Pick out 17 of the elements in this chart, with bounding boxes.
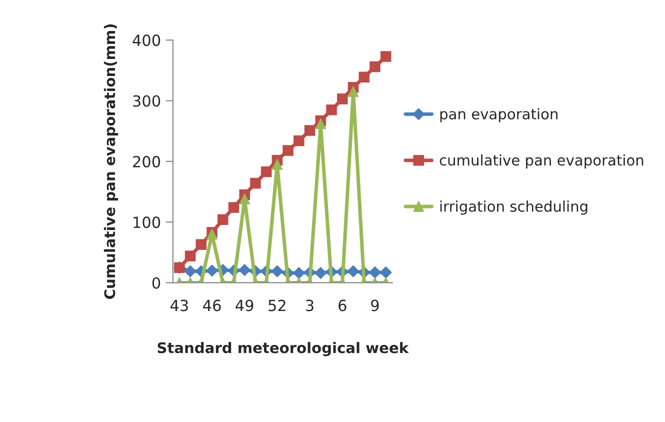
x-tick-label: 3 (306, 300, 314, 312)
y-tick-label: 300 (133, 95, 160, 107)
y-tick-label: 100 (134, 216, 160, 228)
y-tick-label: 400 (132, 34, 160, 46)
x-tick-label: 43 (170, 300, 188, 312)
x-axis-title: Standard meteorological week (158, 342, 409, 356)
x-tick-label: 49 (236, 300, 254, 312)
legend-label: pan evaporation (440, 108, 558, 122)
y-tick-label: 200 (133, 156, 160, 168)
y-axis-title: Cumulative pan evaporation(mm) (104, 24, 118, 299)
x-tick-label: 6 (338, 300, 346, 312)
x-tick-label: 9 (371, 300, 379, 312)
y-tick-label: 0 (152, 277, 160, 289)
legend-label: irrigation scheduling (440, 200, 588, 215)
legend-label: cumulative pan evaporation (440, 154, 644, 168)
x-tick-label: 46 (203, 300, 221, 312)
x-tick-label: 52 (268, 300, 286, 312)
